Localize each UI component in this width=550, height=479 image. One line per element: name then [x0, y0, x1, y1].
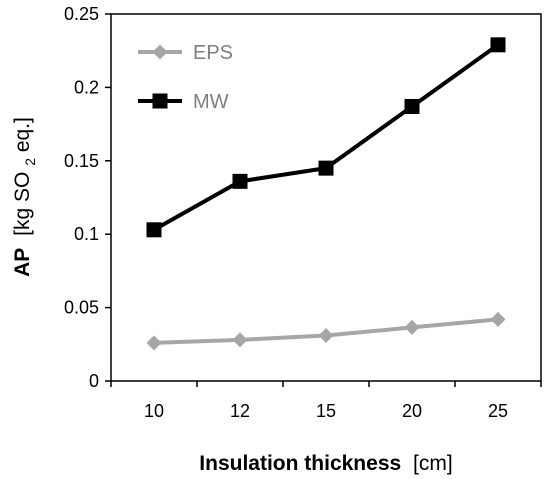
series-mw-point: [404, 98, 420, 114]
x-axis-title-unit: [cm]: [413, 452, 453, 475]
legend-label-eps: EPS: [193, 42, 233, 64]
legend-item-mw: MW: [138, 91, 229, 113]
series-eps-point: [404, 319, 420, 335]
x-tick-label: 10: [144, 401, 164, 421]
y-axis-ticks: 0 0.05 0.1 0.15 0.2 0.25: [64, 4, 111, 391]
x-axis-title: Insulation thickness [cm]: [199, 452, 452, 475]
series-layer: [146, 37, 506, 351]
legend-marker-mw: [152, 93, 168, 109]
y-axis-title: AP [kg SO 2 eq.]: [11, 117, 40, 277]
series-eps-point: [490, 311, 506, 327]
x-axis-title-main: Insulation thickness: [199, 452, 401, 475]
x-axis-ticks: 10 12 15 20 25: [110, 381, 542, 421]
series-mw-point: [490, 37, 506, 53]
legend: EPS MW: [138, 42, 233, 113]
plot-area: [110, 13, 542, 382]
legend-label-mw: MW: [193, 91, 229, 113]
x-tick-label: 12: [230, 401, 250, 421]
legend-item-eps: EPS: [138, 42, 233, 64]
series-mw-point: [232, 173, 248, 189]
x-tick-label: 25: [488, 401, 508, 421]
series-mw-point: [318, 160, 334, 176]
series-eps: [146, 311, 506, 351]
series-mw: [146, 37, 506, 238]
series-eps-point: [318, 327, 334, 343]
series-eps-point: [146, 335, 162, 351]
series-mw-point: [146, 222, 162, 238]
series-eps-point: [232, 332, 248, 348]
x-tick-label: 20: [402, 401, 422, 421]
y-axis-title-main: AP: [11, 248, 34, 277]
y-tick-label: 0: [89, 371, 99, 391]
y-tick-label: 0.1: [74, 224, 99, 244]
legend-marker-eps: [152, 44, 168, 60]
x-tick-label: 15: [316, 401, 336, 421]
y-axis-title-unit-suffix: eq.]: [11, 117, 34, 152]
y-axis-title-unit-sub: 2: [22, 158, 38, 166]
y-axis-title-unit-prefix: [kg SO: [11, 172, 34, 236]
y-tick-label: 0.15: [64, 151, 99, 171]
series-mw-line: [153, 43, 500, 232]
y-tick-label: 0.2: [74, 77, 99, 97]
y-tick-label: 0.25: [64, 4, 99, 24]
y-tick-label: 0.05: [64, 298, 99, 318]
